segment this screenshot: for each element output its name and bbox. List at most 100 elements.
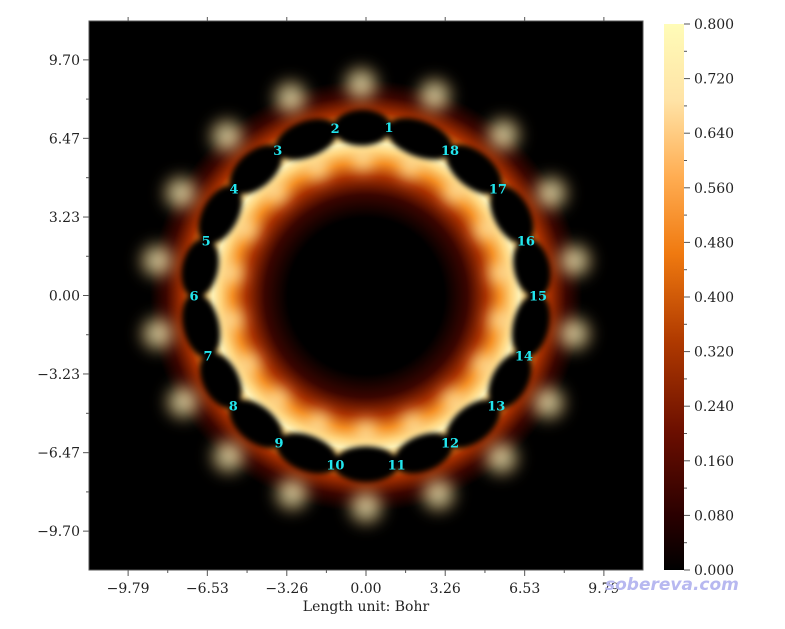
bright-spot: [551, 311, 596, 356]
atom-label: 14: [515, 350, 533, 365]
bright-spot: [161, 379, 206, 424]
bright-spot: [349, 414, 383, 449]
bright-spot: [393, 149, 428, 184]
atom-label: 5: [202, 235, 211, 250]
bright-spot: [270, 471, 315, 516]
bright-spot: [436, 383, 471, 418]
x-tick-label: 0.00: [350, 581, 381, 597]
bright-spot: [552, 238, 597, 283]
bond-zone: [490, 185, 534, 244]
colorbar: [664, 24, 684, 570]
atom-label: 13: [487, 399, 505, 414]
y-tick-label: −9.70: [37, 524, 80, 540]
atom-label: 17: [489, 183, 507, 198]
colorbar-tick-label: 0.080: [694, 508, 734, 524]
bright-spot: [135, 238, 180, 283]
atom-label: 9: [274, 436, 283, 451]
bond-zone: [386, 117, 453, 160]
bond-zone: [513, 238, 551, 298]
bright-spot: [528, 171, 573, 216]
bright-spot: [344, 484, 388, 529]
bond-zone: [446, 399, 501, 449]
bright-spot: [482, 303, 517, 338]
bright-spot: [412, 73, 457, 118]
x-tick-label: 3.26: [430, 581, 461, 597]
colorbar-tick-label: 0.800: [694, 17, 734, 33]
x-tick-label: −9.79: [107, 581, 150, 597]
bright-spot: [206, 434, 251, 479]
bright-spot: [204, 114, 249, 159]
atom-label: 7: [204, 350, 213, 365]
colorbar-tick-label: 0.720: [694, 72, 734, 88]
bond-zone: [229, 144, 283, 194]
bond-depletion-zones: [181, 109, 551, 483]
atom-label: 15: [529, 290, 547, 305]
x-axis: −9.79 −6.53 −3.26 0.00 3.26 6.53 9.79: [107, 17, 619, 597]
colorbar-tick-label: 0.400: [694, 290, 734, 306]
y-tick-label: −6.47: [37, 446, 80, 462]
y-tick-label: 3.23: [49, 210, 80, 226]
bright-spot: [215, 303, 250, 338]
colorbar-tick-label: 0.640: [694, 126, 734, 142]
x-tick-label: −6.53: [186, 581, 229, 597]
bright-spot: [479, 435, 524, 480]
bright-spot: [345, 142, 380, 177]
bond-zone: [446, 144, 502, 195]
colorbar-tick-label: 0.320: [694, 345, 734, 361]
colorbar-tick-label: 0.160: [694, 454, 734, 470]
bright-spot: [466, 347, 501, 382]
bond-zone: [198, 185, 242, 244]
bright-spots: [135, 62, 597, 529]
bright-spot: [229, 212, 264, 247]
colorbar-tick-label: 0.240: [694, 399, 734, 415]
atom-label: 6: [189, 290, 198, 305]
bright-spot: [416, 472, 461, 517]
bond-zone: [393, 433, 453, 474]
atom-label: 2: [331, 122, 340, 137]
bright-spot: [231, 346, 266, 381]
bright-spot: [159, 171, 204, 216]
colorbar-tick-label: 0.000: [694, 563, 734, 579]
y-axis: 9.70 6.47 3.23 0.00 −3.23 −6.47 −9.70: [37, 53, 89, 540]
colorbar-axis: 0.800 0.720 0.640 0.560 0.480 0.400 0.320 0.240…: [684, 17, 734, 579]
atom-label: 12: [441, 436, 459, 451]
bond-zone: [488, 352, 532, 409]
atom-label: 3: [273, 144, 282, 159]
bond-zone: [511, 293, 551, 358]
bond-zone: [199, 352, 242, 409]
atom-label: 4: [230, 183, 239, 198]
colorbar-tick-label: 0.560: [694, 181, 734, 197]
y-tick-label: 0.00: [49, 289, 80, 305]
bond-zone: [181, 238, 219, 298]
bright-spot: [526, 380, 571, 425]
bright-spot: [339, 62, 384, 107]
bright-spot: [259, 175, 294, 210]
x-tick-label: 9.79: [588, 581, 619, 597]
bond-zone: [333, 109, 392, 146]
x-axis-title: Length unit: Bohr: [303, 599, 430, 615]
atom-label: 16: [517, 235, 535, 250]
bright-spot: [468, 212, 503, 247]
colorbar-tick-label: 0.480: [694, 235, 734, 251]
bright-spot: [268, 75, 313, 120]
atom-label: 1: [385, 121, 394, 136]
bond-zone: [275, 118, 338, 160]
atom-label: 11: [388, 458, 406, 473]
atom-label: 8: [229, 399, 238, 414]
x-tick-label: 6.53: [509, 581, 540, 597]
bright-spot: [395, 406, 430, 441]
bond-zone: [276, 432, 338, 474]
bright-spot: [136, 311, 181, 356]
bright-spot: [300, 151, 335, 186]
x-tick-label: −3.26: [265, 581, 308, 597]
bright-spot: [301, 405, 336, 440]
watermark: sobereva.com: [605, 575, 739, 595]
bright-spot: [483, 256, 518, 291]
bright-spot: [481, 112, 526, 157]
y-tick-label: 9.70: [49, 53, 80, 69]
bright-spot: [214, 256, 249, 291]
y-tick-label: −3.23: [37, 367, 80, 383]
